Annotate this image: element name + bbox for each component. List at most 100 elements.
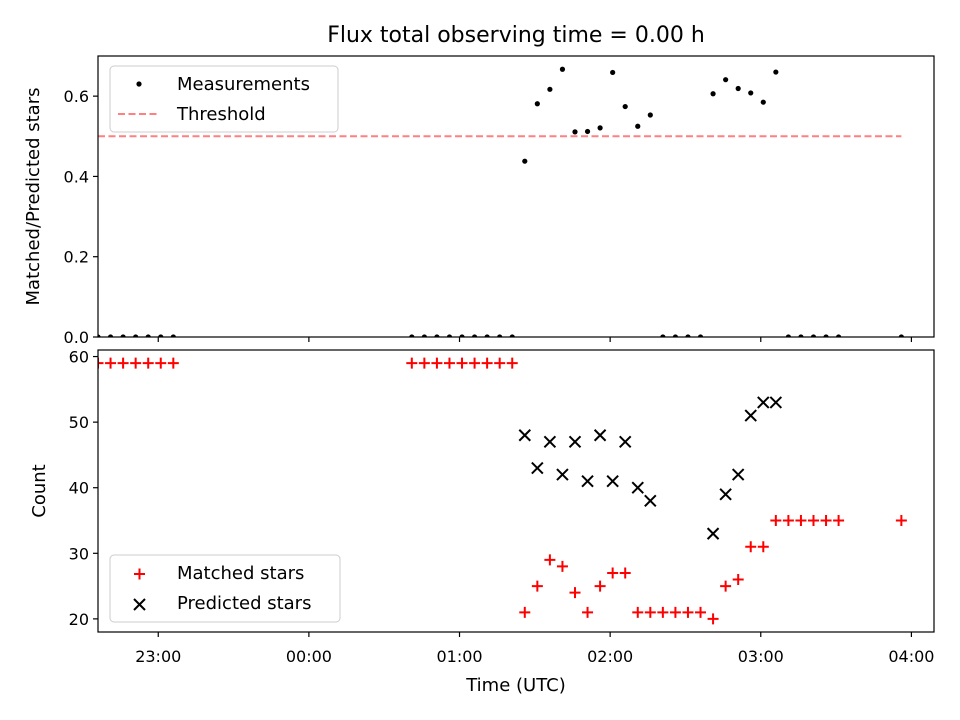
measurement-point	[509, 334, 515, 337]
measurement-point	[107, 334, 114, 337]
measurement-point	[836, 334, 842, 337]
measurement-point	[660, 334, 666, 337]
matched-star-point	[895, 515, 907, 527]
measurement-point	[572, 129, 578, 135]
count-x-ticks: 23:00 00:00 01:00 02:00 03:00 04:00	[135, 632, 934, 666]
measurement-point	[133, 334, 139, 337]
matched-star-point	[456, 357, 468, 369]
matched-star-point	[469, 357, 481, 369]
measurement-point	[810, 334, 817, 337]
measurement-point	[584, 128, 591, 135]
measurement-point	[597, 125, 603, 131]
measurement-point	[723, 77, 729, 83]
matched-star-point	[443, 357, 455, 369]
legend-matched-marker	[134, 568, 145, 580]
matched-star-point	[833, 515, 845, 527]
matched-star-point	[431, 357, 443, 369]
measurement-point	[672, 334, 679, 337]
ratio-axes-frame	[97, 55, 935, 338]
measurement-point	[409, 334, 415, 337]
matched-star-point	[142, 357, 154, 369]
legend-predicted-marker	[133, 598, 146, 611]
legend-threshold-label: Threshold	[176, 104, 266, 125]
measurement-point	[98, 334, 101, 337]
measurement-point	[785, 334, 791, 337]
legend-matched-label: Matched stars	[177, 563, 304, 584]
count-y-ticks: 20 30 40 50 60	[69, 348, 98, 629]
measurement-point	[158, 334, 164, 337]
matched-star-point	[807, 515, 819, 527]
matched-star-point	[494, 357, 506, 369]
matched-star-point	[669, 606, 681, 618]
matched-star-point	[745, 541, 757, 553]
matched-star-point	[732, 574, 744, 586]
count-y-tick-label: 20	[69, 610, 89, 629]
measurement-point	[622, 103, 628, 110]
matched-star-point	[155, 357, 167, 369]
measurement-point	[635, 123, 641, 129]
x-tick-label: 02:00	[587, 647, 633, 666]
measurement-point	[748, 90, 754, 96]
predicted-star-point	[606, 474, 619, 488]
measurement-point	[559, 66, 566, 72]
measurement-point	[446, 334, 453, 337]
measurement-point	[610, 69, 616, 76]
measurement-point	[170, 334, 176, 337]
x-tick-label: 03:00	[738, 647, 784, 666]
x-tick-label: 04:00	[888, 647, 934, 666]
measurement-point	[773, 69, 779, 75]
matched-star-point	[720, 580, 732, 592]
measurement-point	[145, 334, 151, 337]
predicted-star-point	[581, 474, 594, 488]
matched-star-point	[582, 606, 594, 618]
matched-star-point	[556, 560, 568, 572]
measurement-point	[647, 112, 653, 118]
measurement-point	[484, 334, 490, 337]
matched-star-point	[569, 587, 581, 599]
measurement-point	[547, 86, 553, 92]
predicted-star-point	[744, 409, 757, 422]
matched-star-point	[820, 515, 832, 527]
count-y-label: Count	[29, 464, 50, 517]
matched-star-point	[418, 357, 430, 369]
matched-star-point	[105, 357, 117, 369]
measurement-point	[120, 334, 126, 337]
legend-measurement-marker	[136, 81, 142, 87]
matched-star-point	[506, 357, 518, 369]
matched-star-point	[481, 357, 493, 369]
count-y-tick-label: 60	[69, 348, 89, 367]
predicted-star-point	[644, 494, 657, 508]
ratio-legend: Measurements Threshold	[109, 65, 339, 133]
chart-title: Flux total observing time = 0.00 h	[327, 23, 705, 48]
x-axis-label: Time (UTC)	[465, 675, 566, 696]
measurement-point	[735, 85, 741, 92]
predicted-star-point	[618, 435, 632, 449]
matched-star-point	[682, 606, 694, 618]
ratio-y-label: Matched/Predicted stars	[23, 88, 44, 306]
predicted-star-point	[543, 435, 557, 449]
x-tick-label: 23:00	[135, 647, 181, 666]
predicted-star-point	[719, 488, 732, 501]
measurement-point	[798, 334, 804, 337]
ratio-plot-area	[98, 66, 904, 337]
predicted-star-point	[593, 429, 607, 442]
count-legend: Matched stars Predicted stars	[109, 554, 341, 623]
legend-predicted-label: Predicted stars	[177, 593, 311, 614]
matched-star-point	[117, 357, 129, 369]
count-panel: 20 30 40 50 60 23:00 00:00 01:00 02:00 03:00 04:0…	[29, 348, 935, 696]
matched-star-point	[782, 515, 794, 527]
x-tick-label: 00:00	[286, 647, 332, 666]
matched-star-point	[770, 515, 782, 527]
predicted-star-point	[556, 468, 569, 481]
measurement-point	[823, 334, 829, 337]
count-axes-frame	[97, 349, 935, 633]
measurement-point	[685, 334, 691, 337]
matched-star-point	[594, 580, 606, 592]
measurement-point	[534, 101, 540, 107]
measurement-point	[497, 334, 503, 337]
predicted-star-point	[518, 429, 531, 442]
matched-star-point	[544, 554, 556, 566]
matched-star-point	[644, 606, 656, 618]
measurement-point	[898, 334, 904, 337]
